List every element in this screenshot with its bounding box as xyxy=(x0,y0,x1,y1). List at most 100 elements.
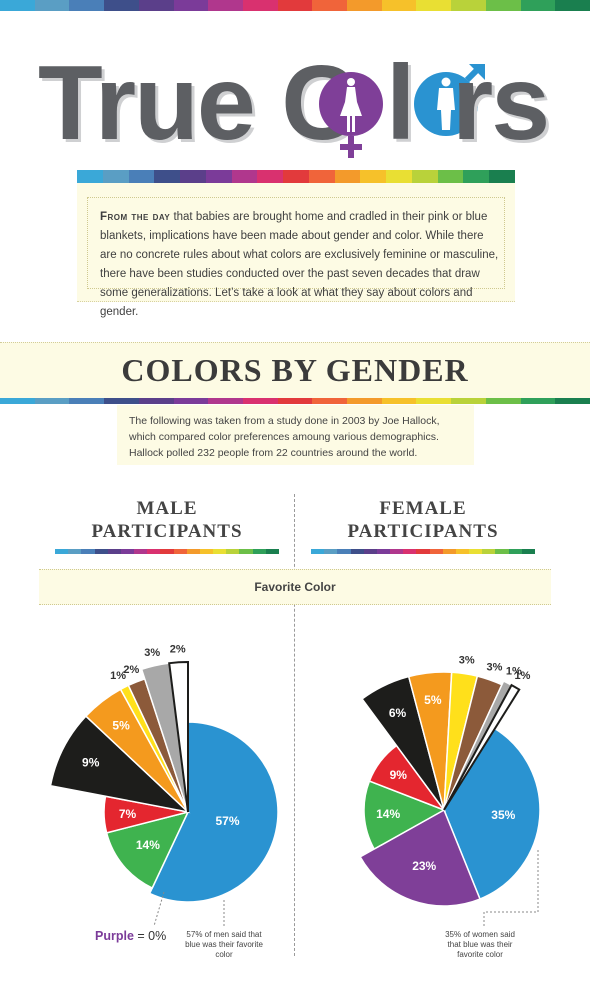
male-note-leader xyxy=(223,900,225,928)
stripe-swatch xyxy=(138,398,174,404)
venus-icon xyxy=(319,72,383,158)
stripe-swatch xyxy=(102,170,129,183)
pie-label-brown: 2% xyxy=(123,664,139,676)
stripe-swatch xyxy=(55,549,69,554)
title-part2: l xyxy=(386,44,415,162)
pie-label-brown: 3% xyxy=(487,662,503,674)
stripe-swatch xyxy=(442,549,456,554)
stripe-swatch xyxy=(520,0,556,11)
pie-label-blue: 35% xyxy=(491,808,515,822)
stripe-swatch xyxy=(381,398,417,404)
stripe-swatch xyxy=(231,170,258,183)
stripe-swatch xyxy=(520,398,556,404)
stripe-swatch xyxy=(429,549,443,554)
stripe-swatch xyxy=(403,549,417,554)
section-title: COLORS BY GENDER xyxy=(121,352,469,388)
stripe-swatch xyxy=(147,549,161,554)
stripe-swatch xyxy=(0,0,35,11)
female-title: FEMALE PARTICIPANTS xyxy=(311,497,535,543)
stripe-swatch xyxy=(312,398,348,404)
pie-slice-white xyxy=(168,660,189,813)
stripe-swatch xyxy=(416,549,430,554)
stripe-swatch xyxy=(485,398,521,404)
stripe-swatch xyxy=(77,170,103,183)
stripe-swatch xyxy=(138,0,174,11)
stripe-swatch xyxy=(173,398,209,404)
male-title: MALE PARTICIPANTS xyxy=(55,497,279,543)
stripe-swatch xyxy=(308,170,335,183)
pie-label-gray: 3% xyxy=(144,647,160,659)
stripe-swatch xyxy=(257,170,284,183)
stripe-swatch xyxy=(242,398,278,404)
pie-slice-white xyxy=(443,683,521,811)
stripe-swatch xyxy=(154,170,181,183)
stripe-swatch xyxy=(242,0,278,11)
favorite-color-box: Favorite Color xyxy=(39,569,551,605)
stripe-swatch xyxy=(337,549,351,554)
stripe-swatch xyxy=(416,398,452,404)
male-note: 57% of men said that blue was their favo… xyxy=(185,930,263,959)
stripe-swatch xyxy=(495,549,509,554)
stripe-swatch xyxy=(134,549,148,554)
stripe-swatch xyxy=(350,549,364,554)
pie-label-green: 14% xyxy=(136,838,160,852)
purple-label: Purple xyxy=(95,929,134,943)
female-title-line2: PARTICIPANTS xyxy=(347,521,499,542)
pie-label-yellow: 1% xyxy=(110,670,126,682)
stripe-swatch xyxy=(173,0,209,11)
purple-leader-line xyxy=(153,891,165,927)
mars-icon xyxy=(414,64,485,136)
purple-value: = 0% xyxy=(133,929,167,943)
stripe-swatch xyxy=(381,0,417,11)
stripe-swatch xyxy=(489,170,516,183)
pie-slice-blue xyxy=(443,727,541,900)
pie-label-purple: 23% xyxy=(412,859,436,873)
female-note: 35% of women said that blue was their fa… xyxy=(445,930,515,959)
pie-label-white: 2% xyxy=(170,643,186,655)
stripe-swatch xyxy=(180,170,206,183)
study-box: The following was taken from a study don… xyxy=(117,405,474,465)
stripe-swatch xyxy=(226,549,240,554)
stripe-swatch xyxy=(81,549,95,554)
stripe-swatch xyxy=(265,549,279,554)
intro-lead: From the day xyxy=(100,211,171,223)
title-area: True C l rs xyxy=(0,32,590,162)
stripe-swatch xyxy=(208,0,243,11)
stripe-swatch xyxy=(363,549,377,554)
stripe-swatch xyxy=(469,549,483,554)
stripe-swatch xyxy=(482,549,496,554)
stripe-swatch xyxy=(283,170,309,183)
stripe-swatch xyxy=(186,549,200,554)
stripe-swatch xyxy=(208,398,243,404)
section-color-stripe xyxy=(0,398,590,404)
stripe-swatch xyxy=(555,0,590,11)
stripe-swatch xyxy=(104,398,139,404)
stripe-swatch xyxy=(485,0,521,11)
stripe-swatch xyxy=(94,549,108,554)
stripe-swatch xyxy=(68,549,82,554)
stripe-swatch xyxy=(555,398,590,404)
male-color-stripe xyxy=(55,549,279,554)
stripe-swatch xyxy=(312,0,348,11)
pie-label-black: 6% xyxy=(389,706,407,720)
pie-label-white: 1% xyxy=(515,670,531,682)
intro-color-stripe xyxy=(77,170,516,183)
female-note-leader xyxy=(483,850,539,928)
stripe-swatch xyxy=(416,0,452,11)
stripe-swatch xyxy=(0,398,35,404)
study-text: The following was taken from a study don… xyxy=(129,415,440,459)
pie-slice-black xyxy=(49,715,191,814)
stripe-swatch xyxy=(173,549,187,554)
stripe-swatch xyxy=(451,398,486,404)
stripe-swatch xyxy=(277,0,313,11)
title-part3: rs xyxy=(452,44,550,162)
stripe-swatch xyxy=(437,170,464,183)
pie-label-red: 7% xyxy=(119,807,137,821)
stripe-swatch xyxy=(239,549,253,554)
stripe-swatch xyxy=(455,549,470,554)
stripe-swatch xyxy=(252,549,266,554)
stripe-swatch xyxy=(160,549,174,554)
stripe-swatch xyxy=(360,170,387,183)
stripe-swatch xyxy=(205,170,232,183)
male-title-line2: PARTICIPANTS xyxy=(91,521,243,542)
